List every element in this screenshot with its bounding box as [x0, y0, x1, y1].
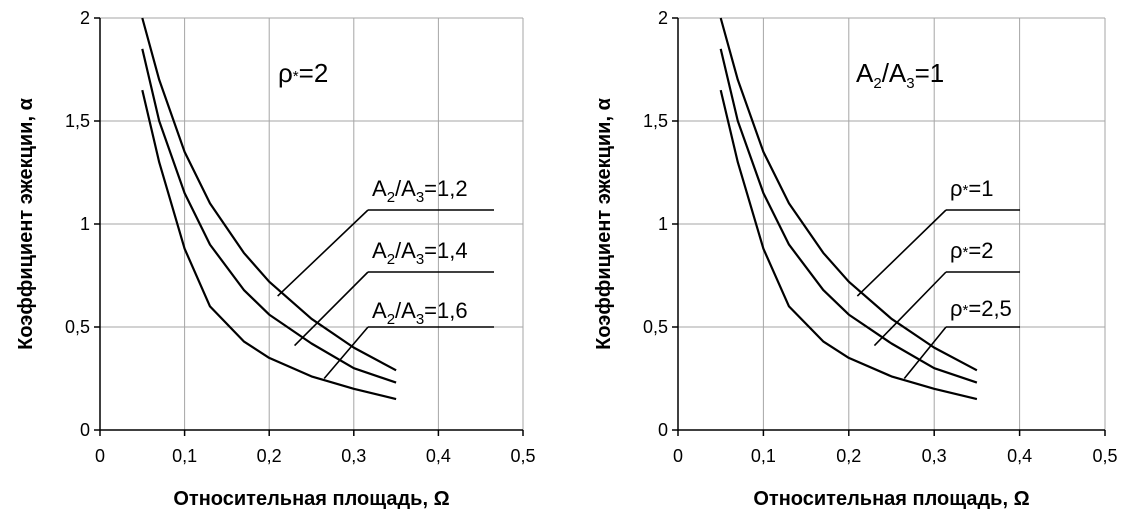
series-label-3: ρ*=2,5: [950, 296, 1012, 321]
x-tick-label: 0,3: [922, 446, 947, 466]
y-tick-label: 2: [80, 8, 90, 28]
y-tick-label: 2: [658, 8, 668, 28]
x-tick-label: 0,4: [1007, 446, 1032, 466]
series-label-2-part: 3: [416, 251, 424, 268]
series-label-leader: [903, 326, 947, 380]
x-tick-label: 0,2: [257, 446, 282, 466]
series-label-1: ρ*=1: [950, 176, 993, 201]
chart-title-part: ρ: [278, 58, 293, 88]
series-label-2-part: ρ: [950, 238, 963, 263]
chart-title: ρ*=2: [278, 58, 328, 88]
series-label-leader: [294, 271, 369, 347]
series-label-3-part: =1,6: [424, 298, 467, 323]
series-label-1-part: /A: [395, 176, 416, 201]
series-label-2-part: =1,4: [424, 238, 467, 263]
y-tick-label: 0,5: [643, 317, 668, 337]
series-label-3-part: 2: [387, 311, 395, 328]
y-axis-label: Коэффициент эжекции, α: [593, 97, 615, 349]
series-label-3-part: /A: [395, 298, 416, 323]
series-label-3-part: *: [963, 302, 969, 319]
series-label-1-part: 2: [387, 189, 395, 206]
series-line-1: [141, 17, 397, 372]
series-label-1-part: A: [372, 176, 387, 201]
series-label-1-part: *: [963, 182, 969, 199]
series-label-leader: [277, 209, 369, 297]
y-tick-label: 0: [80, 420, 90, 440]
series-line-1: [719, 17, 978, 372]
series-label-1-part: ρ: [950, 176, 963, 201]
x-tick-label: 0,1: [751, 446, 776, 466]
series-label-2-part: /A: [395, 238, 416, 263]
x-tick-label: 0: [673, 446, 683, 466]
x-tick-label: 0,5: [1092, 446, 1117, 466]
series-label-3-part: ρ: [950, 296, 963, 321]
y-tick-label: 1: [658, 214, 668, 234]
series-label-3: A2/A3=1,6: [372, 298, 468, 328]
series-line-3: [719, 89, 978, 401]
series-label-2-part: A: [372, 238, 387, 263]
chart-title-part: A: [856, 58, 874, 88]
x-tick-label: 0,3: [341, 446, 366, 466]
y-tick-label: 0: [658, 420, 668, 440]
series-label-2-part: 2: [387, 251, 395, 268]
series-label-1-part: 3: [416, 189, 424, 206]
series-label-3-part: =2,5: [968, 296, 1011, 321]
series-label-3-part: 3: [416, 311, 424, 328]
y-tick-label: 0,5: [65, 317, 90, 337]
chart-title-part: 2: [873, 75, 881, 92]
chart-title-part: /A: [882, 58, 907, 88]
series-label-leader: [323, 326, 369, 380]
chart-title-part: =1: [915, 58, 945, 88]
series-label-leader: [873, 271, 947, 347]
series-label-1-part: =1,2: [424, 176, 467, 201]
series-label-2-part: =2: [968, 238, 993, 263]
x-tick-label: 0,4: [426, 446, 451, 466]
x-tick-label: 0,2: [836, 446, 861, 466]
series-label-2: A2/A3=1,4: [372, 238, 468, 268]
chart-title: A2/A3=1: [856, 58, 944, 92]
series-label-3-part: A: [372, 298, 387, 323]
y-tick-label: 1,5: [643, 111, 668, 131]
x-axis-label: Относительная площадь, Ω: [753, 488, 1029, 510]
series-label-2-part: *: [963, 244, 969, 261]
series-line-3: [141, 89, 397, 401]
chart-panel-1: 0 0,1 0,2 0,3 0,4 0,5 0 0,5 1 1,5 2 Относительная п…: [15, 8, 536, 510]
y-axis-label: Коэффициент эжекции, α: [15, 97, 37, 349]
x-tick-label: 0,1: [172, 446, 197, 466]
x-axis-label: Относительная площадь, Ω: [173, 488, 449, 510]
y-tick-label: 1,5: [65, 111, 90, 131]
x-tick-label: 0,5: [510, 446, 535, 466]
chart-title-part: 3: [906, 75, 914, 92]
chart-title-part: *: [293, 68, 299, 85]
x-tick-label: 0: [95, 446, 105, 466]
y-tick-label: 1: [80, 214, 90, 234]
chart-panel-2: 0 0,1 0,2 0,3 0,4 0,5 0 0,5 1 1,5 2 Относительная п…: [593, 8, 1118, 510]
chart-title-part: =2: [299, 58, 329, 88]
series-label-1: A2/A3=1,2: [372, 176, 468, 206]
series-label-1-part: =1: [968, 176, 993, 201]
series-label-leader: [856, 209, 947, 297]
series-label-2: ρ*=2: [950, 238, 993, 263]
